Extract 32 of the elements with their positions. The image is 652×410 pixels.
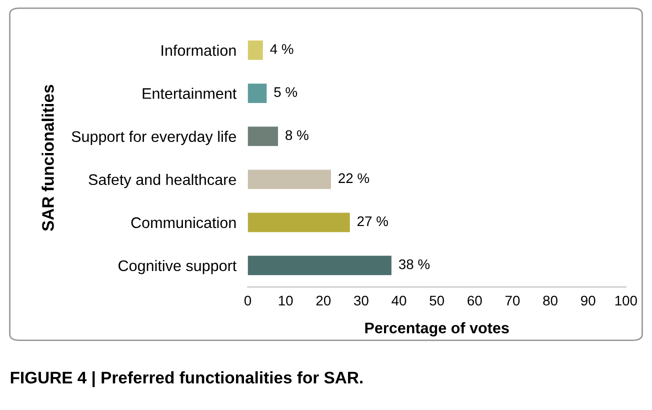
bar <box>248 256 392 276</box>
y-tick-label: Cognitive support <box>118 260 237 274</box>
x-tick-label: 30 <box>354 296 368 306</box>
bar <box>248 126 278 146</box>
x-tick-label: 70 <box>505 296 520 306</box>
x-tick-label: 20 <box>316 296 331 306</box>
x-tick-label: 40 <box>392 296 406 306</box>
data-label: 8 % <box>286 130 308 140</box>
y-tick-label: Safety and healthcare <box>88 174 236 188</box>
bar <box>248 170 331 190</box>
x-tick-label: 10 <box>278 296 293 306</box>
bar <box>248 40 263 60</box>
x-tick-label: 60 <box>468 296 482 306</box>
data-label: 38 % <box>398 259 430 270</box>
x-tick-label: 50 <box>430 296 444 306</box>
y-tick-label: Support for everyday life <box>72 130 236 146</box>
y-tick-label: Entertainment <box>142 88 237 99</box>
x-axis-title: Percentage of votes <box>365 322 509 336</box>
x-tick-label: 100 <box>615 296 637 306</box>
y-tick-label: Communication <box>131 216 236 228</box>
bar <box>248 212 350 232</box>
y-tick-label: Information <box>162 44 236 56</box>
data-label: 27 % <box>358 216 388 226</box>
data-label: 22 % <box>338 173 370 184</box>
bar <box>248 84 267 103</box>
data-label: 5 % <box>274 87 298 98</box>
x-tick-label: 90 <box>581 296 596 306</box>
x-tick-label: 80 <box>543 296 558 306</box>
data-label: 4 % <box>270 44 294 54</box>
y-axis-title: SAR funcionalities <box>42 84 54 231</box>
x-tick-label: 0 <box>244 296 252 306</box>
caption: FIGURE 4 | Preferred functionalities for SAR. <box>10 371 362 388</box>
